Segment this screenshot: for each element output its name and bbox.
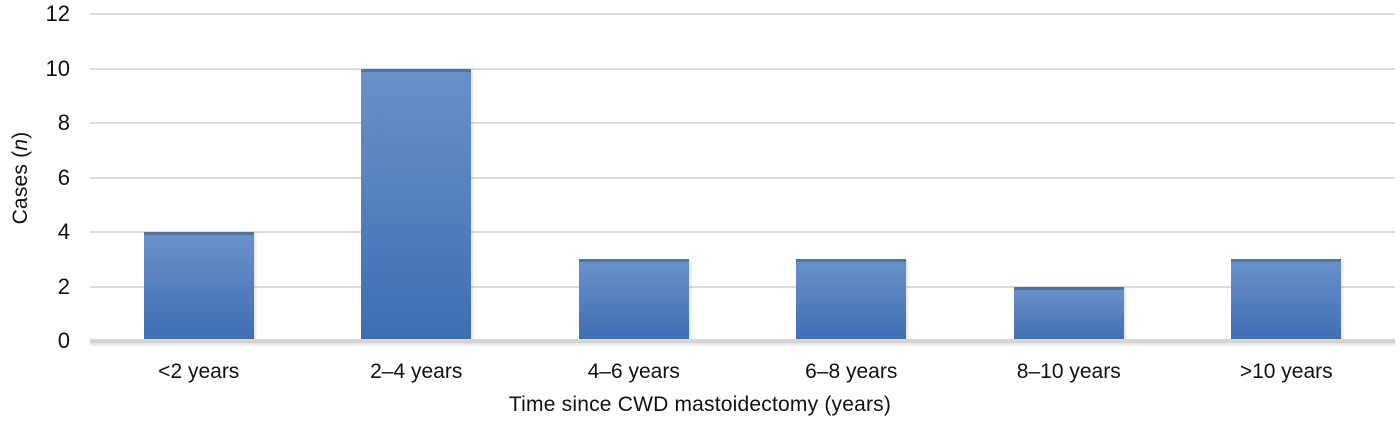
x-axis-title: Time since CWD mastoidectomy (years) [508,393,892,416]
x-tick-label-4: 6–8 years [805,360,898,383]
y-tick-label-8: 8 [57,110,70,135]
y-tick-label-2: 2 [57,273,70,299]
x-tick-label-3: 4–6 years [587,360,680,383]
x-tick-label-2: 2–4 years [370,360,463,383]
bar-1 [143,232,254,341]
y-tick-label-6: 6 [57,164,70,190]
y-tick-label-0: 0 [57,328,70,353]
bar-4 [796,259,907,341]
bar-5 [1013,286,1124,341]
gridline-y-10 [90,67,1395,70]
gridline-y-2 [90,285,1395,288]
gridline-y-4 [90,231,1395,233]
x-tick-label-5: 8–10 years [1016,360,1121,383]
gridline-y-8 [90,122,1395,124]
x-tick-label-6: >10 years [1239,360,1333,383]
plot-area [90,13,1395,341]
y-tick-label-12: 12 [45,1,70,26]
y-tick-label-4: 4 [57,219,70,244]
gridline-y-6 [90,176,1395,179]
bar-6 [1231,259,1342,341]
gridline-y-12 [90,13,1395,15]
y-tick-label-10: 10 [45,55,70,81]
x-axis-line [90,339,1395,343]
y-axis-title-italic-n: n [9,138,32,151]
x-tick-label-1: <2 years [158,360,240,383]
bar-3 [578,259,689,341]
bar-2 [361,68,472,341]
